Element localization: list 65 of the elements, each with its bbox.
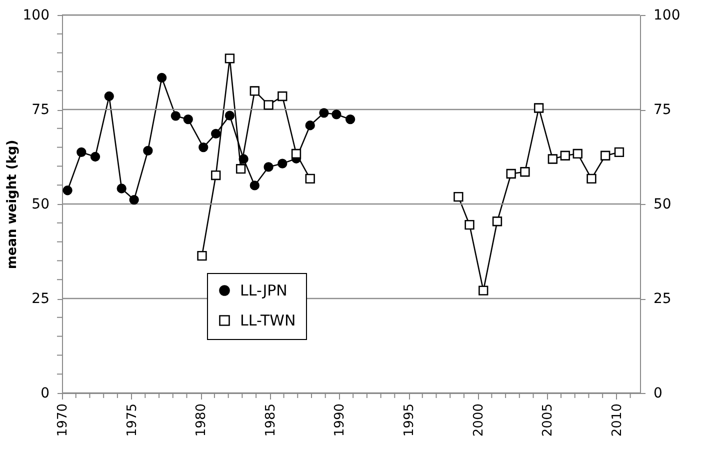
- point: [319, 108, 329, 118]
- point: [224, 54, 235, 64]
- point: [264, 100, 274, 110]
- point: [520, 167, 530, 177]
- point: [250, 86, 260, 96]
- point: [198, 142, 208, 152]
- y-axis-title: mean weight (kg): [4, 140, 20, 270]
- x-tick-label: 2010: [610, 404, 625, 437]
- point: [250, 180, 260, 190]
- y-tick-label: 0: [40, 386, 50, 402]
- legend-label: LL-TWN: [240, 312, 296, 330]
- x-tick-label: 1980: [194, 404, 210, 437]
- point: [183, 114, 193, 124]
- point: [170, 111, 180, 121]
- y2-tick-label: 75: [654, 102, 672, 118]
- point: [129, 195, 139, 205]
- x-tick-label: 2000: [471, 404, 486, 437]
- x-tick-label: 1975: [124, 404, 140, 437]
- point: [345, 114, 356, 124]
- point: [572, 148, 582, 159]
- point: [332, 110, 342, 120]
- point: [62, 186, 72, 196]
- point: [586, 174, 596, 184]
- point: [76, 147, 86, 158]
- point: [548, 154, 558, 164]
- y-tick-label: 100: [22, 8, 50, 24]
- point: [264, 162, 274, 172]
- y-tick-label: 75: [32, 102, 50, 118]
- point: [224, 110, 235, 120]
- point: [560, 150, 570, 160]
- point: [278, 91, 288, 102]
- point: [90, 152, 100, 162]
- point: [116, 184, 126, 194]
- point: [156, 72, 167, 83]
- x-tick-label: 1970: [56, 404, 70, 437]
- point: [492, 216, 502, 226]
- point: [464, 220, 474, 230]
- x-tick-label: 1985: [263, 404, 278, 437]
- y2-tick-label: 100: [654, 8, 680, 24]
- point: [238, 154, 248, 164]
- point: [211, 170, 221, 180]
- y2-tick-label: 50: [654, 196, 672, 212]
- point: [236, 164, 246, 174]
- y-tick-label: 25: [32, 291, 50, 307]
- point: [305, 174, 315, 184]
- point: [478, 286, 488, 296]
- point: [305, 120, 315, 130]
- point: [143, 146, 153, 156]
- y2-tick-label: 25: [654, 291, 672, 307]
- point: [600, 150, 610, 160]
- point: [291, 148, 302, 159]
- y2-tick-label: 0: [654, 386, 662, 402]
- x-tick-label: 2005: [540, 404, 556, 437]
- point: [506, 168, 516, 179]
- point: [104, 91, 114, 102]
- point: [278, 158, 288, 168]
- point: [534, 103, 544, 113]
- legend-label: LL-JPN: [240, 282, 288, 300]
- y-tick-label: 50: [32, 196, 50, 212]
- point: [197, 250, 207, 261]
- point: [211, 128, 221, 139]
- point: [454, 192, 464, 202]
- x-tick-label: 1990: [332, 404, 348, 437]
- x-tick-label: 1995: [402, 404, 418, 437]
- point: [614, 147, 624, 158]
